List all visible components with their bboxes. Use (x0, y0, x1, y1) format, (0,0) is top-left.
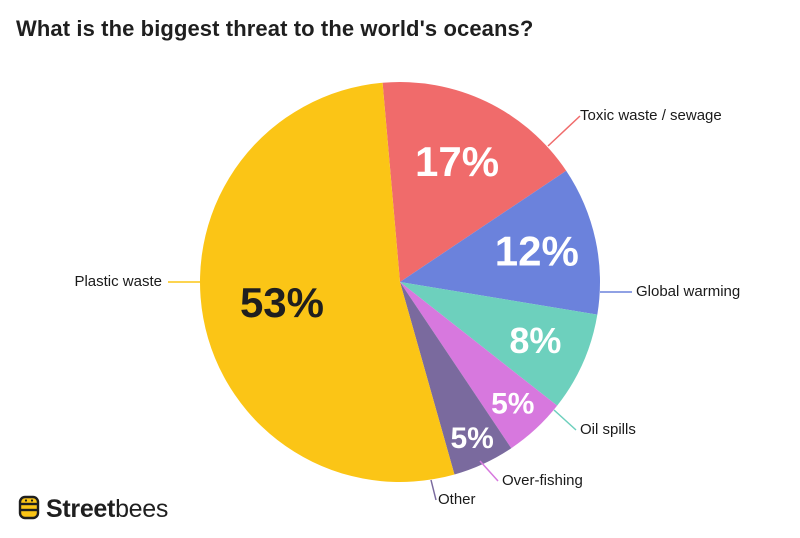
pie-slices (199, 82, 600, 483)
pie-value-label-oil-spills: 8% (509, 320, 561, 361)
pie-slice-other (400, 282, 512, 475)
pie-slice-plastic-waste (199, 82, 455, 483)
pie-slice-over-fishing (400, 282, 558, 449)
pie-callouts: Toxic waste / sewage Global warming Oil sp… (74, 107, 740, 508)
callout-label-global-warming: Global warming (636, 283, 740, 300)
streetbees-logo: Streetbees (16, 494, 168, 525)
callout-label-plastic-waste: Plastic waste (74, 273, 162, 290)
callout-label-oil-spills: Oil spills (580, 421, 636, 438)
pie-value-label-other: 5% (450, 422, 493, 455)
pie-value-label-over-fishing: 5% (491, 388, 534, 421)
callout-line-other (430, 479, 437, 501)
pie-slice-toxic-waste-sewage (382, 82, 567, 283)
pie-value-label-global-warming: 12% (495, 228, 579, 275)
callout-label-toxic-waste-sewage: Toxic waste / sewage (580, 107, 722, 124)
bee-icon (16, 494, 42, 525)
logo-wordmark: Streetbees (46, 495, 168, 524)
logo-wordmark-light: bees (115, 495, 169, 523)
pie-slice-global-warming (400, 170, 600, 315)
callout-line-oil-spills (553, 409, 577, 431)
pie-slice-oil-spills (400, 282, 598, 406)
chart-title: What is the biggest threat to the world'… (16, 16, 534, 41)
callout-label-over-fishing: Over-fishing (502, 472, 583, 489)
pie-value-labels: 17% 12% 8% 5%5% 53% (240, 138, 579, 455)
callout-line-over-fishing (479, 460, 499, 482)
callout-label-other: Other (438, 491, 476, 508)
pie-value-label-plastic-waste: 53% (240, 279, 324, 326)
logo-wordmark-bold: Street (46, 495, 116, 523)
callout-line-toxic-waste-sewage (547, 115, 581, 147)
pie-value-label-toxic-waste-sewage: 17% (415, 138, 499, 185)
